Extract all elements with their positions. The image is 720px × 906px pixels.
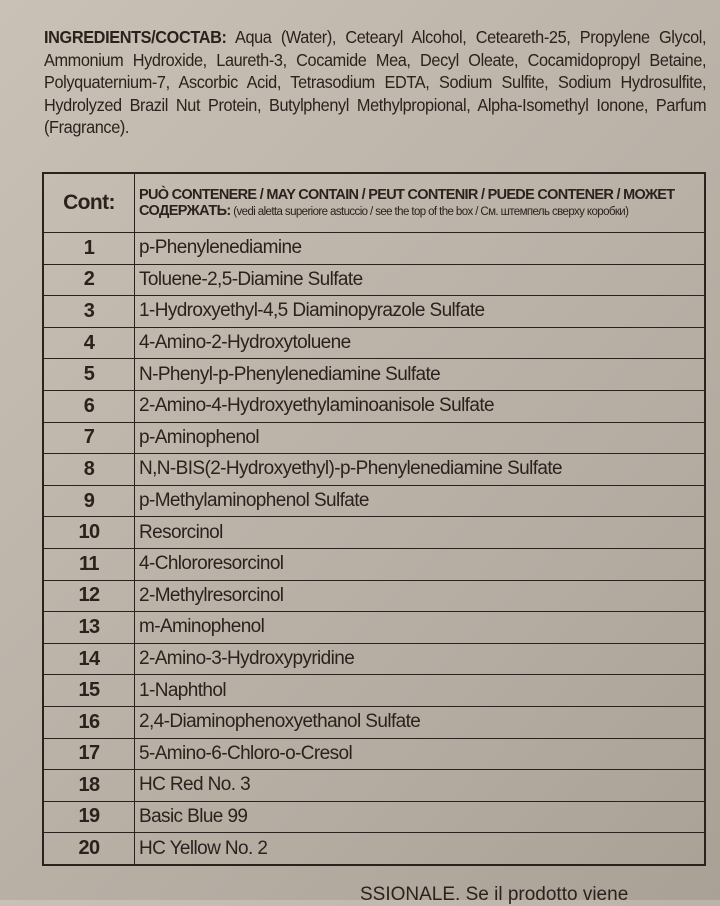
ingredient-name: p-Phenylenediamine xyxy=(134,232,706,265)
table-row: 1 p-Phenylenediamine xyxy=(42,232,706,265)
footer-partial-text: SSIONALE. Se il prodotto viene xyxy=(360,884,629,905)
table-row: 9 p-Methylaminophenol Sulfate xyxy=(42,484,706,518)
table-row: 20 HC Yellow No. 2 xyxy=(42,832,706,866)
ingredient-name: 5-Amino-6-Chloro-o-Cresol xyxy=(134,737,706,771)
row-number: 10 xyxy=(42,516,135,549)
ingredient-name: 2-Amino-4-Hydroxyethylaminoanisole Sulfa… xyxy=(134,389,706,423)
row-number: 1 xyxy=(42,232,135,265)
ingredient-name: N-Phenyl-p-Phenylenediamine Sulfate xyxy=(134,358,706,391)
table-row: 14 2-Amino-3-Hydroxypyridine xyxy=(42,642,706,676)
ingredient-name: 4-Amino-2-Hydroxytoluene xyxy=(134,326,706,360)
row-number: 12 xyxy=(42,579,135,613)
may-contain-table: Cont: PUÒ CONTENERE / MAY CONTAIN / PEUT… xyxy=(42,172,706,866)
ingredient-name: 1-Hydroxyethyl-4,5 Diaminopyrazole Sulfa… xyxy=(134,295,706,328)
ingredient-name: 4-Chlororesorcinol xyxy=(134,547,706,581)
table-row: 4 4-Amino-2-Hydroxytoluene xyxy=(42,326,706,360)
table-row: 15 1-Naphthol xyxy=(42,674,706,707)
ingredient-name: Toluene-2,5-Diamine Sulfate xyxy=(134,263,706,297)
row-number: 17 xyxy=(42,737,135,771)
table-row: 12 2-Methylresorcinol xyxy=(42,579,706,613)
ingredient-name: 1-Naphthol xyxy=(134,674,706,707)
header-line-1: PUÒ CONTENERE / MAY CONTAIN / PEUT CONTE… xyxy=(139,187,675,203)
table-row: 6 2-Amino-4-Hydroxyethylaminoanisole Sulf… xyxy=(42,389,706,423)
ingredient-name: 2-Methylresorcinol xyxy=(134,579,706,613)
table-row: 16 2,4-Diaminophenoxyethanol Sulfate xyxy=(42,705,706,739)
row-number: 3 xyxy=(42,295,135,328)
header-line-2-bold: СОДЕРЖАТЬ: xyxy=(139,203,231,219)
ingredient-name: 2,4-Diaminophenoxyethanol Sulfate xyxy=(134,705,706,739)
row-number: 6 xyxy=(42,389,135,423)
row-number: 19 xyxy=(42,800,135,834)
ingredients-text: Aqua (Water), Cetearyl Alcohol, Cetearet… xyxy=(44,27,707,137)
header-line-2: (vedi aletta superiore astuccio / see th… xyxy=(233,206,629,218)
table-row: 8 N,N-BIS(2-Hydroxyethyl)-p-Phenylenediam… xyxy=(42,453,706,486)
ingredient-name: Basic Blue 99 xyxy=(134,800,706,834)
ingredient-name: 2-Amino-3-Hydroxypyridine xyxy=(134,642,706,676)
row-number: 4 xyxy=(42,326,135,360)
row-number: 18 xyxy=(42,769,135,802)
row-number: 16 xyxy=(42,705,135,739)
may-contain-header: PUÒ CONTENERE / MAY CONTAIN / PEUT CONTE… xyxy=(134,172,706,233)
table-row: 2 Toluene-2,5-Diamine Sulfate xyxy=(42,263,706,297)
row-number: 8 xyxy=(42,453,135,486)
table-row: 17 5-Amino-6-Chloro-o-Cresol xyxy=(42,737,706,771)
table-row: 13 m-Aminophenol xyxy=(42,611,706,644)
ingredient-name: HC Yellow No. 2 xyxy=(134,832,706,866)
row-number: 7 xyxy=(42,421,135,455)
table-row: 5 N-Phenyl-p-Phenylenediamine Sulfate xyxy=(42,358,706,391)
row-number: 13 xyxy=(42,611,135,644)
ingredient-name: p-Aminophenol xyxy=(134,421,706,455)
ingredients-paragraph: INGREDIENTS/COCTAB: Aqua (Water), Cetear… xyxy=(44,26,707,139)
table-row: 7 p-Aminophenol xyxy=(42,421,706,455)
row-number: 5 xyxy=(42,358,135,391)
row-number: 20 xyxy=(42,832,135,866)
row-number: 9 xyxy=(42,484,135,518)
row-number: 14 xyxy=(42,642,135,676)
table-header-row: Cont: PUÒ CONTENERE / MAY CONTAIN / PEUT… xyxy=(42,172,706,233)
ingredients-label: INGREDIENTS/COCTAB: xyxy=(44,27,227,47)
table-row: 10 Resorcinol xyxy=(42,516,706,549)
table-row: 3 1-Hydroxyethyl-4,5 Diaminopyrazole Sulf… xyxy=(42,295,706,328)
row-number: 11 xyxy=(42,547,135,581)
row-number: 15 xyxy=(42,674,135,707)
ingredient-name: p-Methylaminophenol Sulfate xyxy=(134,484,706,518)
table-row: 18 HC Red No. 3 xyxy=(42,769,706,802)
ingredient-name: HC Red No. 3 xyxy=(134,769,706,802)
row-number: 2 xyxy=(42,263,135,297)
ingredient-name: m-Aminophenol xyxy=(134,611,706,644)
table-row: 11 4-Chlororesorcinol xyxy=(42,547,706,581)
table-row: 19 Basic Blue 99 xyxy=(42,800,706,834)
ingredient-name: N,N-BIS(2-Hydroxyethyl)-p-Phenylenediami… xyxy=(134,453,706,486)
cont-header: Cont: xyxy=(42,172,135,233)
ingredient-name: Resorcinol xyxy=(134,516,706,549)
